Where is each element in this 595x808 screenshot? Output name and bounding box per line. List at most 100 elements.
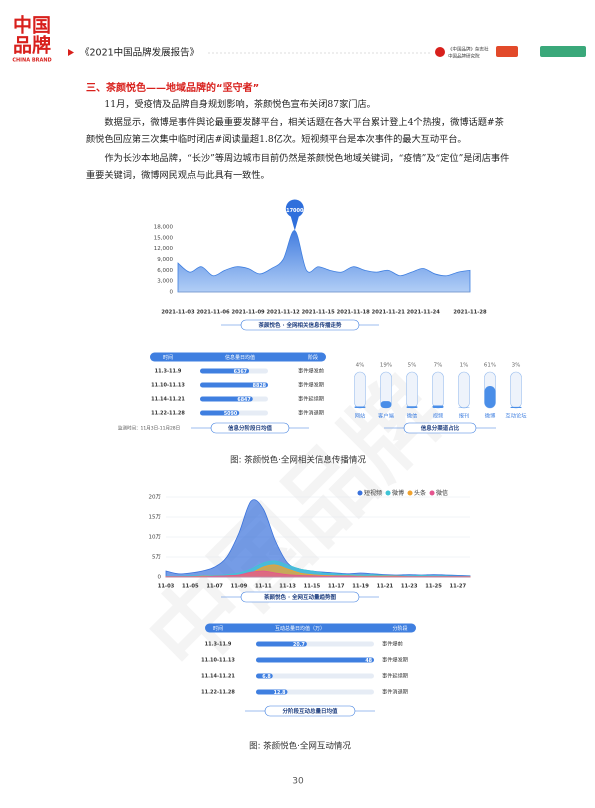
column-header: 时间 bbox=[213, 625, 223, 632]
category-label: 互动论坛 bbox=[505, 412, 527, 420]
area bbox=[165, 570, 471, 578]
x-tick-label: 2021-11-12 bbox=[267, 310, 301, 316]
stage-label: 事件延续期 bbox=[382, 672, 408, 680]
y-tick-label: 0 bbox=[158, 575, 162, 581]
figure-caption: 图: 茶颜悦色·全网相关信息传播情况 bbox=[230, 455, 366, 466]
x-tick-label: 2021-11-18 bbox=[337, 310, 371, 316]
x-tick-label: 11-03 bbox=[158, 584, 175, 590]
category-label: 视频 bbox=[433, 412, 444, 420]
category-label: 客户端 bbox=[378, 412, 395, 420]
data-label: 61% bbox=[484, 363, 496, 369]
data-label: 20.7 bbox=[293, 642, 305, 648]
gauge-fill bbox=[354, 406, 366, 408]
logo-line: 品牌 bbox=[13, 34, 51, 57]
caption: 分阶段互动总量日均值 bbox=[282, 707, 338, 715]
stage-label: 事件爆前 bbox=[382, 640, 403, 648]
category-label: 微博 bbox=[485, 412, 496, 420]
x-tick-label: 2021-11-03 bbox=[161, 310, 195, 316]
data-label: 4% bbox=[356, 363, 365, 369]
stage-label: 事件消退期 bbox=[298, 409, 324, 417]
row-label: 11.3-11.9 bbox=[205, 642, 232, 648]
y-tick-label: 10万 bbox=[149, 534, 162, 541]
paragraph: 数据显示，微博是事件舆论最重要发酵平台，相关话题在各大平台累计登上4个热搜，微博… bbox=[86, 117, 504, 145]
x-tick-label: 2021-11-28 bbox=[453, 310, 487, 316]
row-label: 11.10-11.13 bbox=[201, 658, 235, 664]
row-label: 11.3-11.9 bbox=[155, 369, 182, 375]
x-tick-label: 11-21 bbox=[377, 584, 394, 590]
x-tick-label: 11-19 bbox=[352, 584, 369, 590]
gauge-fill bbox=[484, 386, 496, 408]
gauge-track bbox=[458, 371, 470, 409]
bar bbox=[200, 368, 250, 374]
data-label: 5090 bbox=[224, 411, 238, 417]
legend-swatch bbox=[357, 490, 363, 496]
data-label: 6367 bbox=[234, 369, 247, 375]
row-label: 11.10-11.13 bbox=[151, 383, 185, 389]
logo-en: CHINA BRAND bbox=[12, 58, 51, 64]
stage-label: 事件爆发前 bbox=[298, 367, 324, 375]
data-label: 19% bbox=[380, 363, 392, 369]
data-label: 1% bbox=[460, 363, 469, 369]
x-tick-label: 11-25 bbox=[425, 584, 442, 590]
y-tick-label: 20万 bbox=[149, 494, 162, 501]
bar bbox=[200, 396, 253, 402]
area bbox=[177, 230, 471, 293]
column-header: 信息量日均值 bbox=[225, 354, 255, 361]
partner-logo bbox=[435, 47, 445, 57]
legend-swatch bbox=[407, 490, 413, 496]
y-tick-label: 0 bbox=[170, 290, 174, 296]
legend-label: 微博 bbox=[392, 489, 404, 497]
category-label: 报刊 bbox=[459, 412, 470, 420]
logo-line: 中国 bbox=[13, 14, 51, 37]
area bbox=[165, 560, 471, 578]
column-header: 互动总量日均值（万） bbox=[275, 625, 325, 632]
legend-label: 短视频 bbox=[364, 489, 382, 497]
y-tick-label: 5万 bbox=[152, 554, 161, 561]
marker bbox=[68, 49, 74, 56]
gauge-fill bbox=[432, 405, 444, 408]
x-tick-label: 11-13 bbox=[279, 584, 296, 590]
caption: 茶颜悦色 · 全网相关信息传播走势 bbox=[258, 321, 342, 329]
x-tick-label: 11-05 bbox=[182, 584, 199, 590]
area bbox=[165, 499, 471, 578]
y-tick-label: 15万 bbox=[149, 514, 162, 521]
column-header: 分阶段 bbox=[392, 625, 407, 632]
bar bbox=[256, 689, 288, 695]
data-label: 8828 bbox=[253, 383, 267, 389]
caption: 信息分渠道占比 bbox=[421, 424, 460, 432]
table-header bbox=[150, 352, 326, 362]
partner: 《中国品牌》杂志社 bbox=[448, 46, 489, 53]
table-header bbox=[205, 623, 416, 633]
partner-logo bbox=[540, 46, 586, 57]
x-tick-label: 11-11 bbox=[255, 584, 272, 590]
x-tick-label: 11-27 bbox=[450, 584, 467, 590]
bar bbox=[256, 641, 307, 647]
gauge-fill bbox=[380, 401, 392, 408]
x-tick-label: 2021-11-06 bbox=[196, 310, 230, 316]
legend-swatch bbox=[429, 490, 435, 496]
column-header: 阶段 bbox=[308, 354, 318, 361]
bar bbox=[256, 673, 273, 679]
gauge-track bbox=[406, 371, 418, 409]
note: 监测时间：11月3日-11月28日 bbox=[118, 425, 180, 432]
legend-swatch bbox=[385, 490, 391, 496]
legend-label: 微信 bbox=[436, 489, 448, 497]
figure-caption: 图: 茶颜悦色·全网互动情况 bbox=[249, 741, 351, 752]
paragraph: 作为长沙本地品牌，“长沙”等周边城市目前仍然是茶颜悦色地域关键词，“疫情”及“定… bbox=[86, 153, 510, 181]
gauge-track bbox=[510, 371, 522, 409]
y-tick-label: 9,000 bbox=[157, 257, 173, 263]
caption: 茶颜悦色 · 全网互动量趋势图 bbox=[263, 593, 336, 601]
category-label: 网站 bbox=[355, 412, 366, 420]
gauge-fill bbox=[510, 406, 522, 408]
data-label: 5% bbox=[408, 363, 417, 369]
bar-track bbox=[256, 673, 374, 679]
bar bbox=[200, 410, 240, 416]
y-tick-label: 18,000 bbox=[154, 225, 174, 231]
x-tick-label: 11-23 bbox=[401, 584, 418, 590]
data-label: 6.8 bbox=[262, 674, 271, 680]
x-tick-label: 11-17 bbox=[328, 584, 345, 590]
partner-logo bbox=[496, 46, 518, 57]
bar bbox=[200, 382, 268, 388]
